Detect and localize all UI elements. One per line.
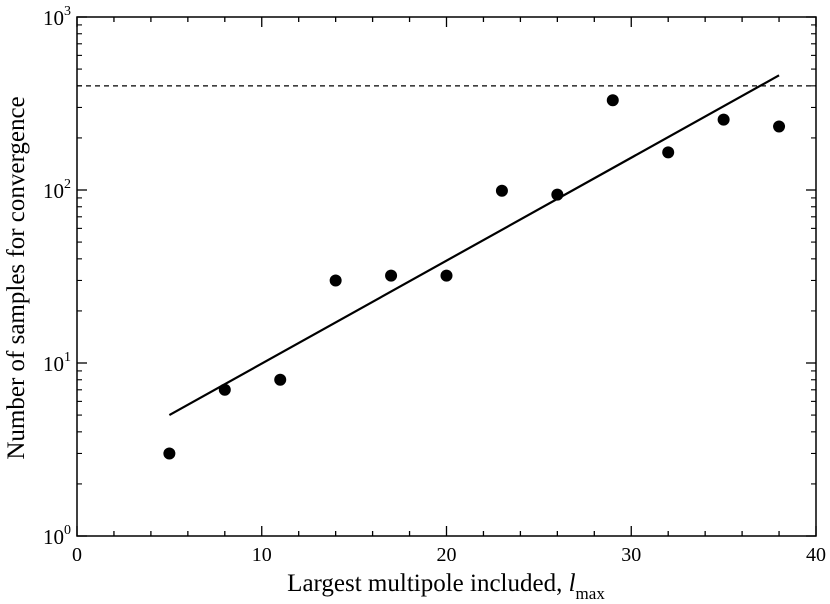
- x-tick-label: 20: [437, 544, 457, 566]
- y-axis-label: Number of samples for convergence: [3, 96, 30, 459]
- x-tick-label: 10: [252, 544, 272, 566]
- x-tick-label: 40: [806, 544, 826, 566]
- x-tick-label: 30: [621, 544, 641, 566]
- x-axis-label-text: Largest multipole included,: [287, 570, 568, 597]
- data-point: [495, 184, 508, 197]
- x-axis-label-subscript: max: [576, 584, 606, 603]
- x-axis-tick-labels: 0 10 20 30 40: [72, 544, 826, 566]
- y-tick-label: 101: [43, 350, 71, 376]
- x-axis-label: Largest multipole included, lmax: [287, 570, 605, 603]
- data-point: [717, 113, 730, 126]
- data-point: [163, 447, 176, 460]
- x-tick-label: 0: [72, 544, 82, 566]
- data-point: [606, 94, 619, 107]
- y-tick-label: 103: [43, 4, 71, 30]
- y-axis-ticks: [77, 16, 816, 537]
- x-axis-label-variable: l: [569, 570, 576, 597]
- data-point: [773, 120, 786, 133]
- data-point: [274, 373, 287, 386]
- y-tick-label: 102: [43, 177, 71, 203]
- data-point: [385, 269, 398, 282]
- data-point: [440, 269, 453, 282]
- data-points: [163, 94, 786, 460]
- fit-line: [168, 74, 780, 417]
- data-point: [329, 274, 342, 287]
- x-axis-ticks: [76, 17, 817, 536]
- fit-line-group: [168, 74, 780, 417]
- data-point: [218, 383, 231, 396]
- y-axis-tick-labels: 100 101 102 103: [43, 4, 71, 549]
- y-tick-label: 100: [43, 523, 71, 549]
- data-point: [662, 146, 675, 159]
- data-point: [551, 188, 564, 201]
